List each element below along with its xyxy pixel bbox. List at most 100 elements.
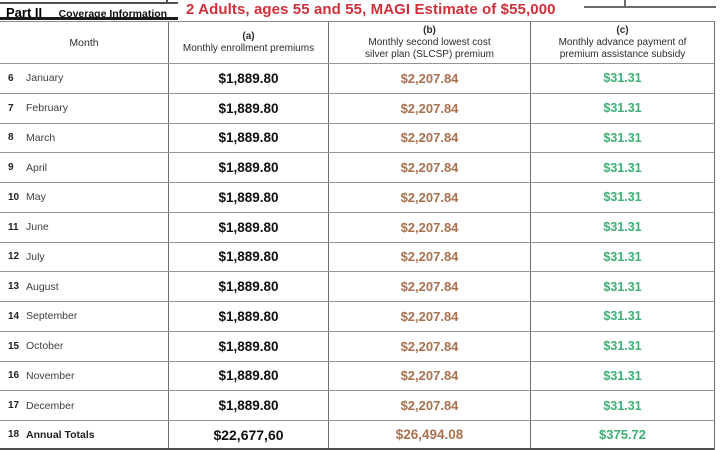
enrollment-premium-value: $1,889.80 — [168, 64, 328, 93]
table-row: 12 July $1,889.80 $2,207.84 $31.31 — [0, 241, 714, 272]
column-header-c: (c) Monthly advance payment of premium a… — [530, 22, 714, 63]
month-cell: 16 November — [0, 362, 168, 391]
slcsp-premium-value: $2,207.84 — [328, 391, 530, 420]
enrollment-premium-value: $1,889.80 — [168, 242, 328, 272]
table-row: 9 April $1,889.80 $2,207.84 $31.31 — [0, 152, 714, 182]
table-row: 13 August $1,889.80 $2,207.84 $31.31 — [0, 271, 714, 301]
month-cell: 13 August — [0, 272, 168, 301]
table-row: 18 Annual Totals $22,677,60 $26,494.08 $… — [0, 420, 714, 450]
table-row: 8 March $1,889.80 $2,207.84 $31.31 — [0, 122, 714, 153]
advance-payment-value: $31.31 — [530, 183, 714, 212]
form-remnant-line — [0, 2, 178, 4]
slcsp-premium-value: $2,207.84 — [328, 183, 530, 212]
enrollment-premium-value: $1,889.80 — [168, 183, 328, 212]
row-number: 15 — [8, 340, 20, 352]
row-month-label: July — [26, 250, 45, 263]
column-desc-a: Monthly enrollment premiums — [182, 42, 315, 54]
row-month-label: April — [26, 161, 48, 174]
enrollment-premium-value: $1,889.80 — [168, 331, 328, 361]
month-cell: 18 Annual Totals — [0, 421, 168, 448]
slcsp-premium-value: $2,207.84 — [328, 302, 530, 331]
enrollment-premium-value: $1,889.80 — [168, 212, 328, 242]
month-cell: 14 September — [0, 302, 168, 331]
coverage-table: Month (a) Monthly enrollment premiums (b… — [0, 21, 715, 450]
row-number: 16 — [8, 370, 20, 382]
column-desc-c-line1: Monthly advance payment of — [558, 36, 687, 48]
table-row: 10 May $1,889.80 $2,207.84 $31.31 — [0, 182, 714, 212]
row-month-label: August — [26, 280, 59, 293]
table-row: 16 November $1,889.80 $2,207.84 $31.31 — [0, 360, 714, 391]
month-cell: 12 July — [0, 243, 168, 272]
row-number: 12 — [8, 251, 20, 263]
table-row: 7 February $1,889.80 $2,207.84 $31.31 — [0, 92, 714, 123]
row-number: 11 — [8, 221, 19, 233]
column-desc-c-line2: premium assistance subsidy — [559, 48, 686, 60]
table-row: 6 January $1,889.80 $2,207.84 $31.31 — [0, 63, 714, 93]
enrollment-premium-value: $1,889.80 — [168, 93, 328, 123]
slcsp-premium-value: $2,207.84 — [328, 123, 530, 153]
column-letter-b: (b) — [423, 24, 436, 36]
month-column-header: Month — [69, 36, 99, 49]
advance-payment-value: $31.31 — [530, 272, 714, 301]
column-letter-a: (a) — [242, 30, 255, 42]
slcsp-premium-value: $26,494.08 — [328, 421, 530, 448]
row-month-label: January — [26, 72, 64, 85]
advance-payment-value: $31.31 — [530, 64, 714, 93]
row-number: 6 — [8, 72, 14, 84]
slcsp-premium-value: $2,207.84 — [328, 361, 530, 391]
row-number: 7 — [8, 102, 14, 114]
enrollment-premium-value: $1,889.80 — [168, 272, 328, 301]
advance-payment-value: $31.31 — [530, 361, 714, 391]
advance-payment-value: $31.31 — [530, 391, 714, 420]
enrollment-premium-value: $1,889.80 — [168, 391, 328, 420]
row-number: 9 — [8, 162, 14, 174]
table-row: 14 September $1,889.80 $2,207.84 $31.31 — [0, 301, 714, 331]
enrollment-premium-value: $1,889.80 — [168, 153, 328, 182]
form-remnant-line — [584, 6, 716, 8]
month-cell: 10 May — [0, 183, 168, 212]
enrollment-premium-value: $1,889.80 — [168, 123, 328, 153]
column-letter-c: (c) — [616, 24, 629, 36]
slcsp-premium-value: $2,207.84 — [328, 272, 530, 301]
row-month-label: June — [26, 221, 49, 234]
advance-payment-value: $31.31 — [530, 212, 714, 242]
form-remnant-line — [624, 0, 626, 8]
advance-payment-value: $375.72 — [530, 421, 714, 448]
row-number: 14 — [8, 310, 20, 322]
month-cell: 11 June — [0, 213, 168, 242]
row-month-label: November — [26, 369, 75, 382]
table-body: 6 January $1,889.80 $2,207.84 $31.31 7 F… — [0, 63, 714, 450]
row-number: 17 — [8, 400, 20, 412]
column-desc-b-line1: Monthly second lowest cost — [368, 36, 491, 48]
part-label: Part II — [6, 5, 43, 20]
column-header-a: (a) Monthly enrollment premiums — [168, 22, 328, 63]
month-cell: 7 February — [0, 94, 168, 123]
slcsp-premium-value: $2,207.84 — [328, 331, 530, 361]
table-row: 15 October $1,889.80 $2,207.84 $31.31 — [0, 330, 714, 361]
month-cell: 17 December — [0, 391, 168, 420]
table-row: 11 June $1,889.80 $2,207.84 $31.31 — [0, 211, 714, 242]
table-row: 17 December $1,889.80 $2,207.84 $31.31 — [0, 390, 714, 420]
row-month-label: December — [26, 399, 75, 412]
month-cell: 6 January — [0, 64, 168, 93]
scenario-annotation: 2 Adults, ages 55 and 55, MAGI Estimate … — [186, 1, 556, 18]
slcsp-premium-value: $2,207.84 — [328, 242, 530, 272]
month-cell: 15 October — [0, 332, 168, 361]
table-header-row: Month (a) Monthly enrollment premiums (b… — [0, 22, 714, 63]
row-number: 8 — [8, 132, 14, 144]
slcsp-premium-value: $2,207.84 — [328, 93, 530, 123]
month-cell: 9 April — [0, 153, 168, 182]
row-number: 10 — [8, 191, 20, 203]
row-number: 18 — [8, 429, 20, 440]
column-header-b: (b) Monthly second lowest cost silver pl… — [328, 22, 530, 63]
slcsp-premium-value: $2,207.84 — [328, 64, 530, 93]
form-remnant-line — [166, 0, 168, 4]
advance-payment-value: $31.31 — [530, 302, 714, 331]
advance-payment-value: $31.31 — [530, 242, 714, 272]
advance-payment-value: $31.31 — [530, 93, 714, 123]
advance-payment-value: $31.31 — [530, 153, 714, 182]
advance-payment-value: $31.31 — [530, 331, 714, 361]
month-cell: 8 March — [0, 124, 168, 153]
slcsp-premium-value: $2,207.84 — [328, 212, 530, 242]
